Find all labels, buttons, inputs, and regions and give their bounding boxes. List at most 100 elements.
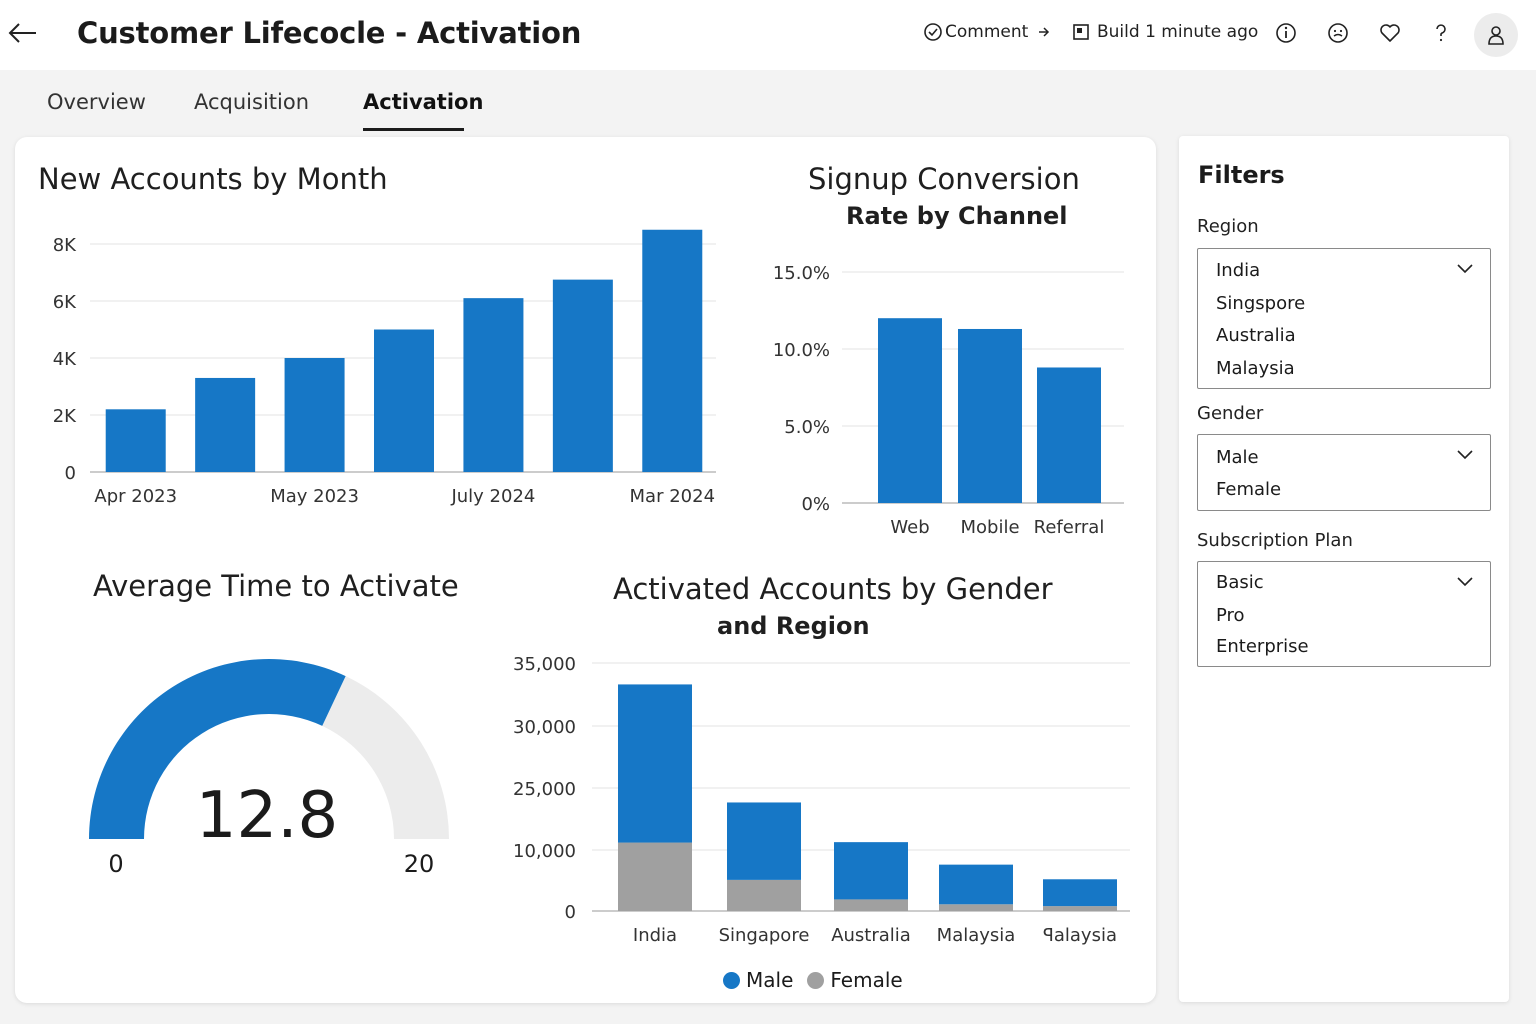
x-tick-label: July 2024 [450,486,535,507]
x-tick-label: Referral [1034,517,1105,538]
chart-title-new-accounts: New Accounts by Month [38,162,388,196]
legend-swatch-female [807,971,825,989]
comment-check-icon [924,23,942,41]
feedback-icon[interactable] [1325,20,1351,46]
x-tick-label: Malaysia [937,925,1016,946]
bar-female [1043,906,1117,911]
filters-title: Filters [1198,161,1285,189]
chart-subtitle-activated-accounts: and Region [717,612,870,640]
tab-overview[interactable]: Overview [47,90,146,114]
bar-female [618,842,692,911]
comment-button[interactable]: Comment [923,22,1052,42]
y-tick-label: 10,000 [513,841,576,862]
y-tick-label: 0 [565,902,576,923]
person-icon [1488,26,1504,45]
bar [463,298,524,472]
y-tick-label: 15.0% [773,263,830,284]
gauge-fill [89,659,346,839]
arrow-right-icon [1039,27,1050,37]
x-tick-label: Mobile [960,517,1019,538]
back-button[interactable] [6,18,40,48]
x-tick-label: ꟼalaysia [1043,925,1117,946]
chart-title-signup-conversion: Signup Conversion [808,162,1080,196]
bar-male [1043,879,1117,907]
bar-male [618,684,692,843]
bar [195,377,256,472]
x-tick-label: May 2023 [270,486,359,507]
region-filter[interactable]: India Singspore Australia Malaysia [1197,248,1491,389]
legend-label-female: Female [830,968,903,992]
signup-conversion-chart: 0% 5.0% 10.0% 15.0% Web Mobile Referral [773,263,1124,538]
gender-option-female[interactable]: Female [1216,479,1282,500]
plan-option-pro[interactable]: Pro [1216,605,1245,626]
legend-swatch-male [723,971,740,989]
bar [878,318,942,503]
plan-option-basic[interactable]: Basic [1216,572,1264,593]
y-tick-label: 4K [53,349,77,370]
region-option-singapore[interactable]: Singspore [1216,293,1306,314]
gauge-min-label: 0 [108,850,123,878]
region-filter-label: Region [1197,216,1259,237]
y-tick-label: 2K [53,406,77,427]
y-tick-label: 6K [53,292,77,313]
x-tick-label: India [633,925,677,946]
bar [284,358,345,472]
info-icon[interactable] [1273,20,1299,46]
comment-label: Comment [945,22,1029,42]
x-tick-label: Apr 2023 [94,486,177,507]
bar-male [727,802,801,880]
chart-title-activated-accounts: Activated Accounts by Gender [613,572,1053,606]
page-title: Customer Lifecocle - Activation [77,16,582,50]
activation-time-gauge: 12.8 0 20 [89,659,449,878]
chart-legend: Male Female [723,968,903,992]
chart-subtitle-signup-conversion: Rate by Channel [846,202,1068,230]
y-tick-label: 10.0% [773,340,830,361]
gauge-max-label: 20 [404,850,435,878]
y-tick-label: 0 [65,463,76,484]
bar [552,279,613,472]
bar-male [939,864,1013,905]
bar [958,328,1022,503]
x-tick-label: Australia [831,925,911,946]
y-tick-label: 25,000 [513,779,576,800]
new-accounts-chart: 0 2K 4K 6K 8K Apr 2023 May 2023 July 2024 Mar 20… [53,229,716,507]
gauge-value: 12.8 [196,779,339,853]
active-tab-indicator [363,128,464,131]
plan-option-enterprise[interactable]: Enterprise [1216,636,1309,657]
chevron-down-icon[interactable] [1456,449,1474,461]
y-tick-label: 35,000 [513,654,576,675]
bar-male [834,842,908,900]
y-tick-label: 0% [801,494,830,515]
gender-filter-label: Gender [1197,403,1264,424]
heart-icon[interactable] [1377,20,1403,46]
build-icon [1073,24,1089,40]
plan-filter-label: Subscription Plan [1197,530,1353,551]
bar-female [834,899,908,911]
header-bar: Customer Lifecocle - Activation Comment … [0,0,1536,70]
gender-option-male[interactable]: Male [1216,447,1259,468]
build-label: Build 1 minute ago [1097,22,1259,42]
bar [642,229,703,472]
y-tick-label: 5.0% [784,417,830,438]
help-icon[interactable] [1428,20,1454,46]
chevron-down-icon[interactable] [1456,263,1474,275]
bar [105,409,166,472]
x-tick-label: Mar 2024 [630,486,716,507]
back-arrow-icon [8,23,36,43]
activated-accounts-chart: 0 10,000 25,000 30,000 35,000 India Singapore A… [513,654,1130,946]
avatar[interactable] [1474,13,1518,57]
legend-label-male: Male [746,968,794,992]
region-option-malaysia[interactable]: Malaysia [1216,358,1295,379]
subscription-plan-filter[interactable]: Basic Pro Enterprise [1197,561,1491,667]
bar-female [727,879,801,911]
chevron-down-icon[interactable] [1456,576,1474,588]
region-option-india[interactable]: India [1216,260,1261,281]
gender-filter[interactable]: Male Female [1197,434,1491,511]
tab-acquisition[interactable]: Acquisition [194,90,310,114]
y-tick-label: 30,000 [513,717,576,738]
x-tick-label: Singapore [719,925,810,946]
bar [1037,367,1101,503]
tab-activation[interactable]: Activation [363,90,484,114]
build-status[interactable]: Build 1 minute ago [1072,22,1258,42]
region-option-australia[interactable]: Australia [1216,325,1296,346]
